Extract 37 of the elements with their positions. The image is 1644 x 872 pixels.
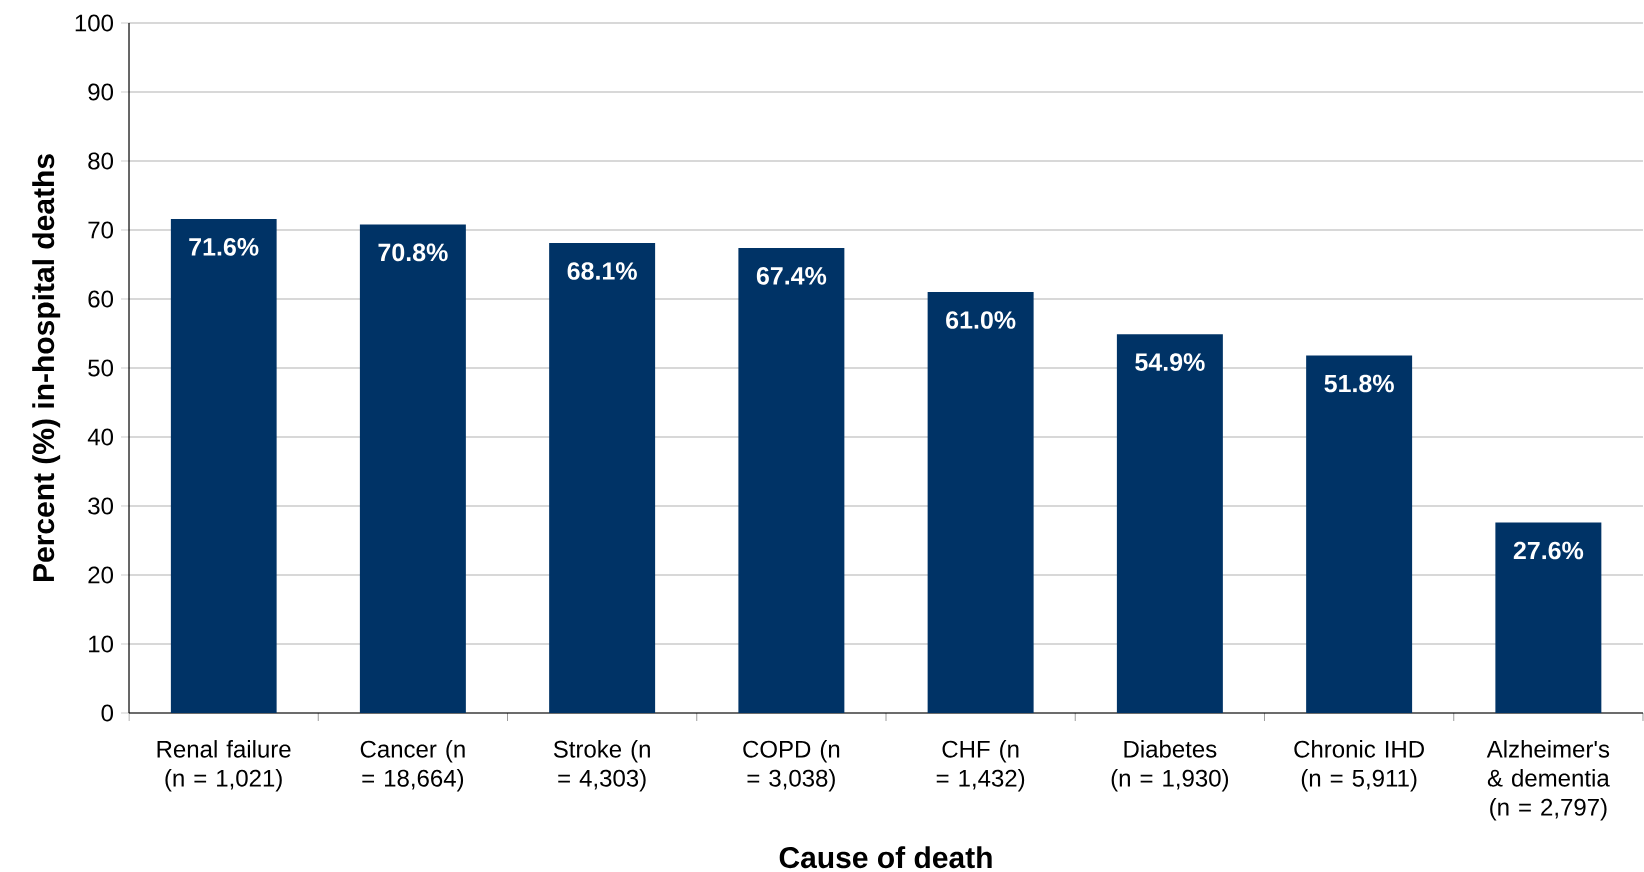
y-tick-label: 100 — [75, 14, 114, 32]
data-label: 70.8% — [378, 243, 448, 262]
x-tick-label: Chronic IHD (n = 5,911) — [1294, 740, 1424, 792]
x-tick-label: Renal failure (n = 1,021) — [157, 740, 291, 792]
bar — [1306, 355, 1413, 713]
data-label: 71.6% — [189, 238, 259, 256]
x-tick-label: Diabetes (n = 1,930) — [1111, 740, 1229, 792]
bar — [1116, 334, 1223, 713]
y-tick-label: 80 — [88, 152, 114, 170]
bar — [1495, 522, 1602, 713]
data-label: 54.9% — [1135, 353, 1205, 371]
x-tick-label: Cancer (n = 18,664) — [360, 740, 465, 792]
x-tick-label: Alzheimer's & dementia (n = 2,797) — [1486, 740, 1610, 821]
bar — [549, 243, 656, 713]
y-tick-label: 60 — [88, 290, 114, 308]
bar — [170, 218, 277, 713]
data-label: 51.8% — [1324, 374, 1394, 393]
data-label: 61.0% — [946, 311, 1016, 329]
y-tick-label: 50 — [88, 359, 114, 377]
bar — [359, 224, 466, 713]
data-label: 27.6% — [1513, 541, 1584, 560]
bar — [927, 292, 1034, 713]
x-tick-label: Stroke (n = 4,303) — [553, 740, 650, 792]
x-tick-label: CHF (n = 1,432) — [936, 740, 1025, 792]
y-axis-title: Percent (%) in-hospital deaths — [32, 154, 61, 582]
y-tick-label: 70 — [88, 221, 114, 239]
y-tick-label: 40 — [87, 428, 114, 446]
y-tick-label: 20 — [88, 566, 114, 584]
data-label: 68.1% — [567, 262, 637, 280]
x-tick-label: COPD (n = 3,038) — [743, 740, 840, 792]
data-label: 67.4% — [756, 267, 827, 285]
y-tick-label: 90 — [88, 83, 114, 101]
bar — [738, 247, 845, 713]
y-tick-label: 10 — [89, 635, 114, 653]
y-tick-label: 30 — [88, 497, 114, 515]
y-tick-label: 0 — [101, 704, 114, 722]
x-axis-title: Cause of death — [779, 846, 992, 869]
